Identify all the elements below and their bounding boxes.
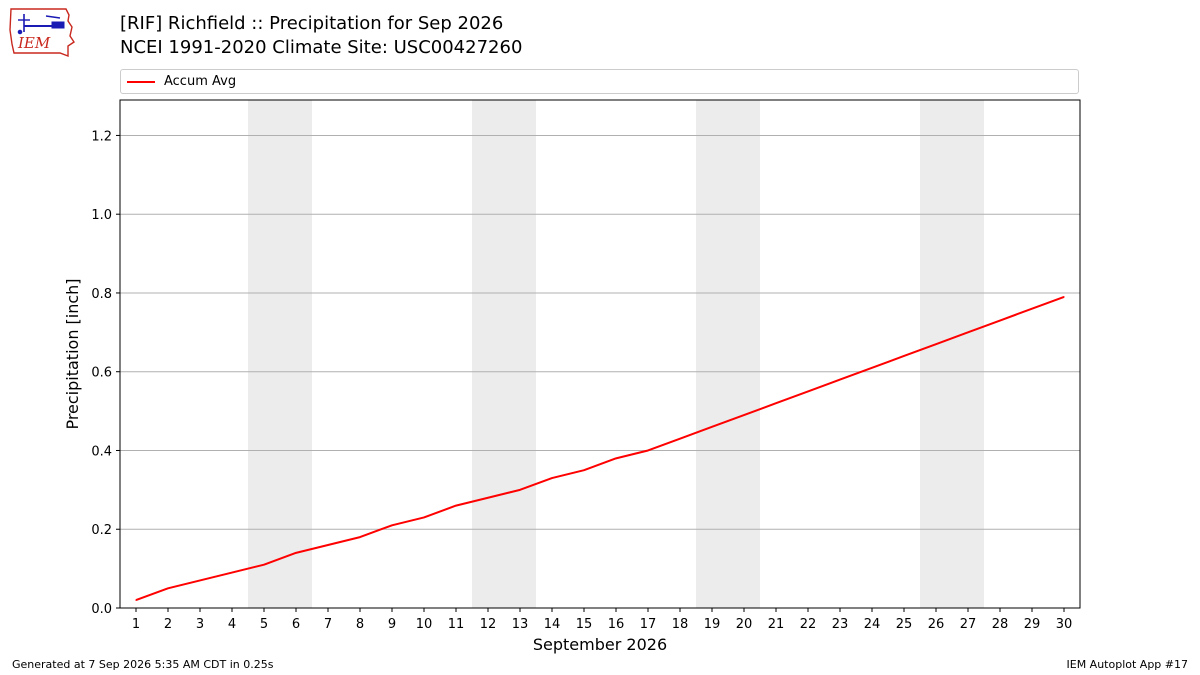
y-tick-label: 0.0 (91, 602, 112, 617)
x-tick-label: 29 (1024, 617, 1041, 632)
x-tick-label: 23 (832, 617, 849, 632)
autoplot-app-label: IEM Autoplot App #17 (1066, 658, 1189, 671)
data-point (807, 390, 809, 393)
series-line-accum-avg (135, 295, 1065, 602)
data-point (231, 571, 233, 574)
data-point (135, 599, 137, 601)
y-tick-label: 0.2 (91, 523, 112, 538)
data-point (999, 319, 1001, 322)
x-tick-label: 15 (576, 617, 593, 632)
iowa-state-outline-icon (9, 8, 75, 58)
weekend-shading-12-13 (472, 100, 536, 608)
data-point (487, 497, 489, 499)
x-tick-label: 7 (324, 617, 332, 632)
x-tick-label: 28 (992, 617, 1009, 632)
weather-station-icon (17, 14, 65, 35)
data-point (1063, 296, 1065, 298)
data-point (551, 477, 553, 479)
x-tick-label: 1 (132, 617, 140, 632)
x-tick-label: 5 (260, 617, 268, 632)
data-point (647, 449, 649, 452)
generated-timestamp: Generated at 7 Sep 2026 5:35 AM CDT in 0… (12, 658, 274, 671)
x-tick-label: 11 (448, 617, 465, 632)
data-point (167, 587, 169, 589)
x-axis-label: September 2026 (533, 635, 667, 654)
chart-legend: Accum Avg (120, 69, 1079, 94)
data-point (295, 552, 297, 554)
x-tick-label: 4 (228, 617, 236, 632)
data-point (263, 564, 265, 566)
iem-logo: IEM (9, 8, 75, 58)
x-tick-label: 22 (800, 617, 817, 632)
data-point (775, 402, 777, 404)
weekend-shading-5-6 (248, 100, 312, 608)
x-tick-label: 14 (544, 617, 561, 632)
x-tick-label: 9 (388, 617, 396, 632)
weekend-shading-26-27 (920, 100, 984, 608)
data-point (839, 378, 841, 381)
logo-text: IEM (17, 34, 51, 52)
x-tick-label: 25 (896, 617, 913, 632)
legend-label-accum-avg: Accum Avg (164, 74, 237, 89)
data-point (679, 438, 681, 440)
x-tick-label: 21 (768, 617, 785, 632)
data-point (711, 426, 713, 428)
data-point (423, 516, 425, 519)
data-point (1031, 308, 1033, 310)
x-tick-label: 17 (640, 617, 657, 632)
legend-swatch-accum-avg (127, 81, 155, 83)
data-point (583, 469, 585, 471)
x-tick-label: 18 (672, 617, 689, 632)
data-point (967, 331, 969, 333)
y-axis-label: Precipitation [inch] (63, 278, 82, 429)
data-point (903, 355, 905, 357)
data-point (327, 544, 329, 546)
data-point (871, 367, 873, 369)
x-tick-label: 8 (356, 617, 364, 632)
data-point (199, 579, 201, 582)
x-tick-label: 12 (480, 617, 497, 632)
x-tick-label: 16 (608, 617, 625, 632)
x-tick-label: 13 (512, 617, 529, 632)
x-tick-label: 24 (864, 617, 881, 632)
y-tick-label: 0.4 (91, 444, 112, 459)
x-tick-label: 27 (960, 617, 977, 632)
x-tick-label: 26 (928, 617, 945, 632)
x-tick-label: 19 (704, 617, 721, 632)
x-tick-label: 10 (416, 617, 433, 632)
weekend-shading-19-20 (696, 100, 760, 608)
x-tick-label: 2 (164, 617, 172, 632)
data-point (455, 505, 457, 507)
chart-title: [RIF] Richfield :: Precipitation for Sep… (120, 13, 504, 34)
data-point (391, 524, 393, 526)
plot-frame (119, 99, 1081, 609)
data-point (519, 489, 521, 491)
x-tick-label: 30 (1056, 617, 1073, 632)
y-tick-label: 1.2 (91, 129, 112, 144)
y-tick-label: 0.8 (91, 287, 112, 302)
data-point (359, 536, 361, 538)
x-tick-label: 20 (736, 617, 753, 632)
y-tick-label: 0.6 (91, 366, 112, 381)
x-tick-label: 6 (292, 617, 300, 632)
y-tick-label: 1.0 (91, 208, 112, 223)
data-point (615, 457, 617, 459)
data-point (743, 414, 745, 416)
x-tick-label: 3 (196, 617, 204, 632)
data-point (935, 343, 937, 345)
chart-subtitle: NCEI 1991-2020 Climate Site: USC00427260 (120, 37, 523, 58)
